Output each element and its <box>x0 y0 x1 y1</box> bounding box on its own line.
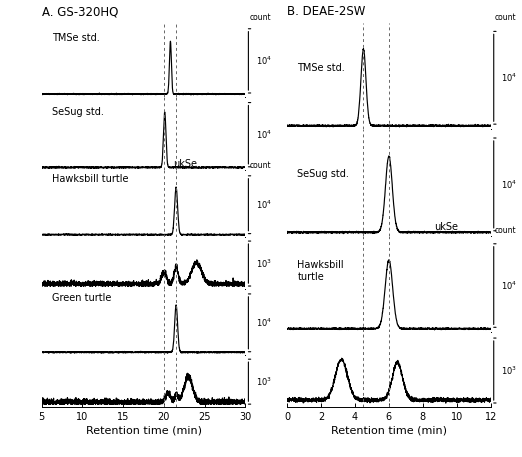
Text: $10^4$: $10^4$ <box>501 179 517 191</box>
Text: Hawksbill
turtle: Hawksbill turtle <box>298 260 344 282</box>
Text: $10^3$: $10^3$ <box>255 376 271 388</box>
Text: count: count <box>250 13 271 22</box>
Text: $10^4$: $10^4$ <box>501 72 517 85</box>
Text: TMSe std.: TMSe std. <box>52 33 100 43</box>
Text: count: count <box>495 13 516 22</box>
Text: SeSug std.: SeSug std. <box>298 170 349 180</box>
Text: count: count <box>495 226 516 235</box>
Text: ukSe: ukSe <box>173 159 197 169</box>
Text: TMSe std.: TMSe std. <box>298 63 345 73</box>
Text: $10^4$: $10^4$ <box>255 317 271 329</box>
Text: $10^3$: $10^3$ <box>255 258 271 270</box>
Text: Green turtle: Green turtle <box>52 292 111 303</box>
Text: B. DEAE-2SW: B. DEAE-2SW <box>287 5 365 18</box>
Text: $10^4$: $10^4$ <box>501 280 517 292</box>
Text: count: count <box>250 161 271 170</box>
Text: $10^4$: $10^4$ <box>255 55 271 68</box>
Text: A. GS-320HQ: A. GS-320HQ <box>42 5 118 18</box>
X-axis label: Retention time (min): Retention time (min) <box>331 426 447 436</box>
Text: SeSug std.: SeSug std. <box>52 107 104 117</box>
Text: $10^4$: $10^4$ <box>255 199 271 211</box>
Text: $10^3$: $10^3$ <box>501 365 517 377</box>
Text: ukSe: ukSe <box>434 223 458 232</box>
Text: $10^4$: $10^4$ <box>255 129 271 141</box>
X-axis label: Retention time (min): Retention time (min) <box>86 426 201 436</box>
Text: Hawksbill turtle: Hawksbill turtle <box>52 175 128 185</box>
